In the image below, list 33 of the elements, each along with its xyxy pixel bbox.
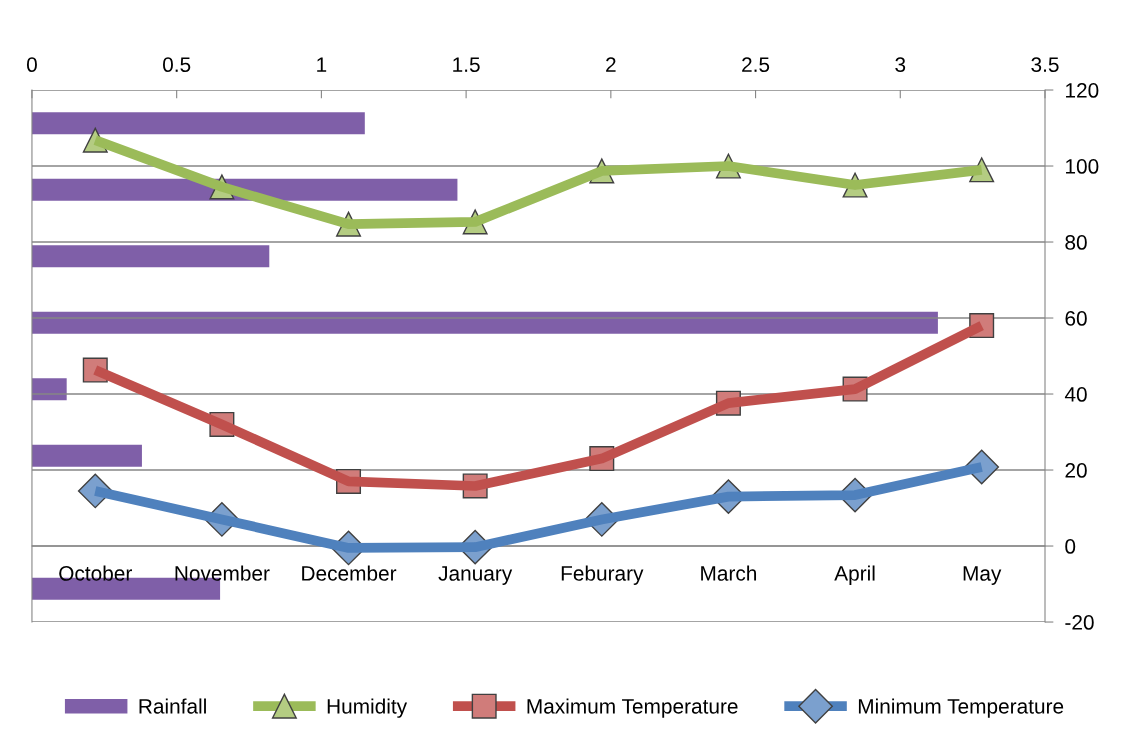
y-tick-label: 100 xyxy=(1066,159,1099,174)
y-tick-label: 0 xyxy=(1065,539,1076,554)
x-tick-label: December xyxy=(302,565,397,581)
legend-label: Humidity xyxy=(327,698,408,718)
bar xyxy=(31,112,365,135)
x-tick-label: May xyxy=(963,566,1002,585)
bar xyxy=(31,245,270,268)
x-tick-label: 3 xyxy=(895,57,906,73)
bar xyxy=(31,444,142,467)
bar xyxy=(31,311,938,334)
legend-label: Minimum Temperature xyxy=(858,698,1064,718)
y-tick-label: 120 xyxy=(1066,83,1099,98)
legend-label: Rainfall xyxy=(139,698,206,714)
x-tick-label: 1.5 xyxy=(453,57,480,73)
x-tick-label: 2 xyxy=(606,57,616,72)
y-tick-label: 40 xyxy=(1064,387,1087,402)
y-tick-label: 60 xyxy=(1065,311,1087,326)
x-tick-label: October xyxy=(59,565,132,581)
y-tick-label: 80 xyxy=(1065,235,1087,250)
x-tick-label: Feburary xyxy=(561,565,644,585)
x-tick-label: 3.5 xyxy=(1031,57,1059,73)
y-tick-label: -20 xyxy=(1065,615,1094,630)
x-tick-label: 0.5 xyxy=(163,57,191,73)
bar xyxy=(31,178,458,201)
y-tick-label: 20 xyxy=(1065,463,1087,478)
x-tick-label: 1 xyxy=(317,57,327,72)
x-tick-label: January xyxy=(438,566,513,585)
x-tick-label: March xyxy=(701,565,757,581)
legend-label: Maximum Temperature xyxy=(527,698,738,718)
x-tick-label: November xyxy=(175,565,270,581)
x-tick-label: 2.5 xyxy=(742,57,770,73)
x-tick-label: April xyxy=(834,565,875,585)
x-tick-label: 0 xyxy=(26,57,37,73)
